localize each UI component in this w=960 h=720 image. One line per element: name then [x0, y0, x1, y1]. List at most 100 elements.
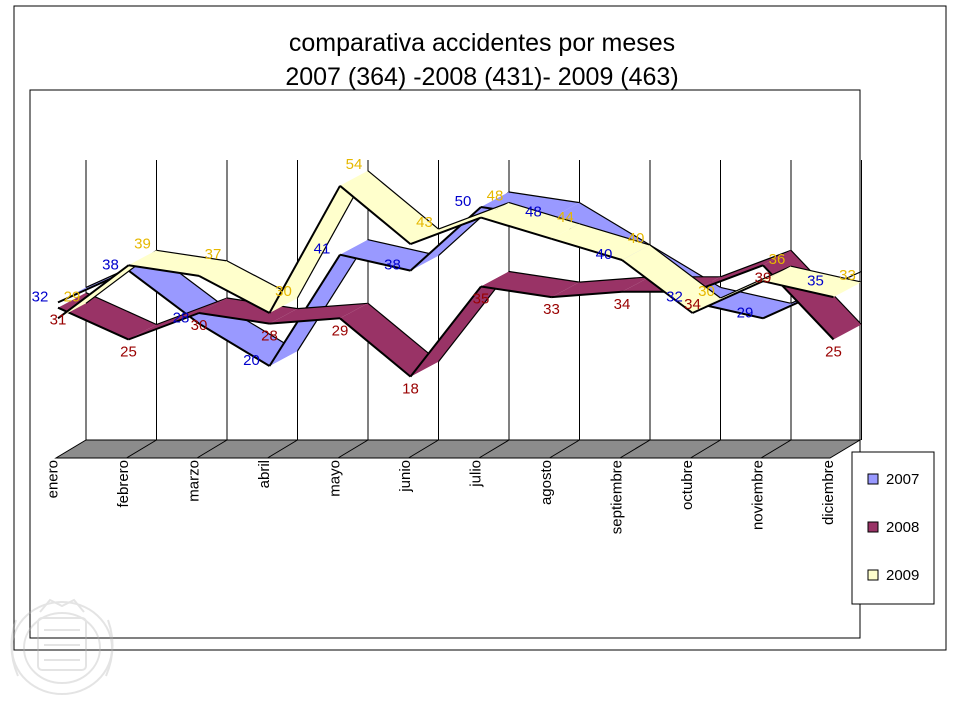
series-ribbon-face — [481, 271, 580, 298]
floor-divider — [619, 439, 651, 459]
data-label: 33 — [543, 301, 560, 318]
series-ribbon-face — [128, 250, 227, 276]
x-tick-label: julio — [467, 460, 484, 488]
series-line-back — [649, 244, 721, 299]
floor-divider — [760, 439, 792, 459]
data-label: 44 — [557, 209, 574, 226]
data-label: 29 — [332, 322, 349, 339]
series-line-back — [438, 202, 510, 230]
series-ribbon-face — [551, 223, 650, 260]
data-label: 48 — [487, 188, 504, 205]
series-ribbon-face — [692, 250, 791, 292]
legend-entry: 2007 — [886, 471, 919, 488]
series-line-segment — [409, 285, 482, 378]
x-tick-label: diciembre — [820, 460, 837, 525]
series-2009 — [57, 170, 862, 320]
data-label: 30 — [698, 283, 715, 300]
data-label: 28 — [173, 310, 190, 327]
legend: 2007 2008 2009 — [851, 451, 935, 605]
x-tick-label: septiembre — [608, 460, 625, 534]
data-label: 39 — [134, 235, 151, 252]
x-tick-label: abril — [256, 460, 273, 488]
series-ribbon-face — [269, 303, 368, 324]
data-label: 25 — [825, 344, 842, 361]
data-label: 43 — [416, 214, 433, 231]
plot-frame — [29, 89, 861, 639]
series-line-segment — [57, 306, 129, 341]
series-line-back — [367, 302, 439, 363]
series-ribbon-face — [763, 266, 862, 298]
floor-divider — [126, 439, 157, 459]
series-line-segment — [410, 216, 482, 246]
series-line-segment — [551, 290, 623, 299]
series-ribbon-face — [340, 239, 439, 271]
x-tick-label: febrero — [115, 460, 132, 508]
floor-divider — [337, 439, 369, 459]
data-label: 28 — [261, 328, 278, 345]
floor-divider — [196, 439, 228, 459]
series-ribbon-face — [199, 260, 298, 313]
series-line-back — [508, 191, 580, 204]
data-label: 33 — [839, 267, 856, 284]
data-label: 54 — [346, 156, 363, 173]
data-label: 32 — [32, 288, 49, 305]
series-line-back — [790, 265, 862, 283]
x-tick-label: junio — [397, 460, 414, 493]
floor-plane — [54, 439, 862, 459]
data-label: 38 — [102, 257, 119, 274]
series-line-back — [720, 249, 792, 278]
series-line-back — [579, 202, 651, 246]
series-ribbon-face — [269, 170, 368, 313]
legend-entry: 2008 — [886, 519, 919, 536]
series-ribbon-face — [58, 250, 157, 319]
data-label: 50 — [455, 193, 472, 210]
data-label: 30 — [191, 317, 208, 334]
floor-divider — [408, 439, 439, 459]
data-label: 18 — [402, 381, 419, 398]
chart-subtitle: 2007 (364) -2008 (431)- 2009 (463) — [285, 63, 678, 91]
data-label: 34 — [684, 296, 701, 313]
series-ribbon-face — [128, 298, 227, 340]
series-line-segment — [339, 253, 411, 272]
series-ribbon-face — [410, 202, 509, 245]
legend-box — [851, 451, 935, 605]
series-line-segment — [57, 264, 130, 320]
series-line-back — [156, 249, 228, 262]
x-tick-label: agosto — [538, 460, 555, 505]
x-tick-label: octubre — [679, 460, 696, 510]
series-line-segment — [621, 259, 694, 314]
x-tick-label: enero — [44, 460, 61, 498]
x-tick-label: noviembre — [749, 460, 766, 530]
chart-floor — [54, 439, 862, 459]
series-ribbon-face — [622, 245, 721, 313]
series-ribbon-face — [481, 202, 580, 239]
x-tick-label: marzo — [185, 460, 202, 502]
series-line-segment — [269, 317, 341, 325]
legend-swatch — [867, 569, 879, 581]
series-ribbon-face — [199, 298, 298, 324]
series-line-back — [156, 297, 228, 326]
series-ribbon-face — [410, 271, 509, 377]
x-tick-label: mayo — [326, 460, 343, 497]
data-label: 34 — [614, 296, 631, 313]
data-label: 29 — [64, 288, 81, 305]
series-ribbon-face — [269, 239, 368, 366]
chart-title: comparativa accidentes por meses — [289, 29, 675, 57]
series-ribbon-face — [128, 255, 227, 324]
data-label: 38 — [384, 257, 401, 274]
series-line-segment — [198, 275, 270, 314]
floor-divider — [549, 439, 580, 459]
series-ribbon-face — [199, 308, 298, 366]
legend-swatch — [867, 521, 879, 533]
series-line-back — [367, 239, 439, 257]
series-line-back — [367, 170, 439, 230]
emblem-watermark-icon — [10, 598, 114, 695]
data-label: 35 — [473, 291, 490, 308]
series-line-back — [508, 270, 580, 283]
series-ribbon-face — [551, 276, 650, 298]
series-line-segment — [480, 216, 552, 240]
series-line-back — [720, 286, 792, 304]
data-label: 30 — [275, 283, 292, 300]
